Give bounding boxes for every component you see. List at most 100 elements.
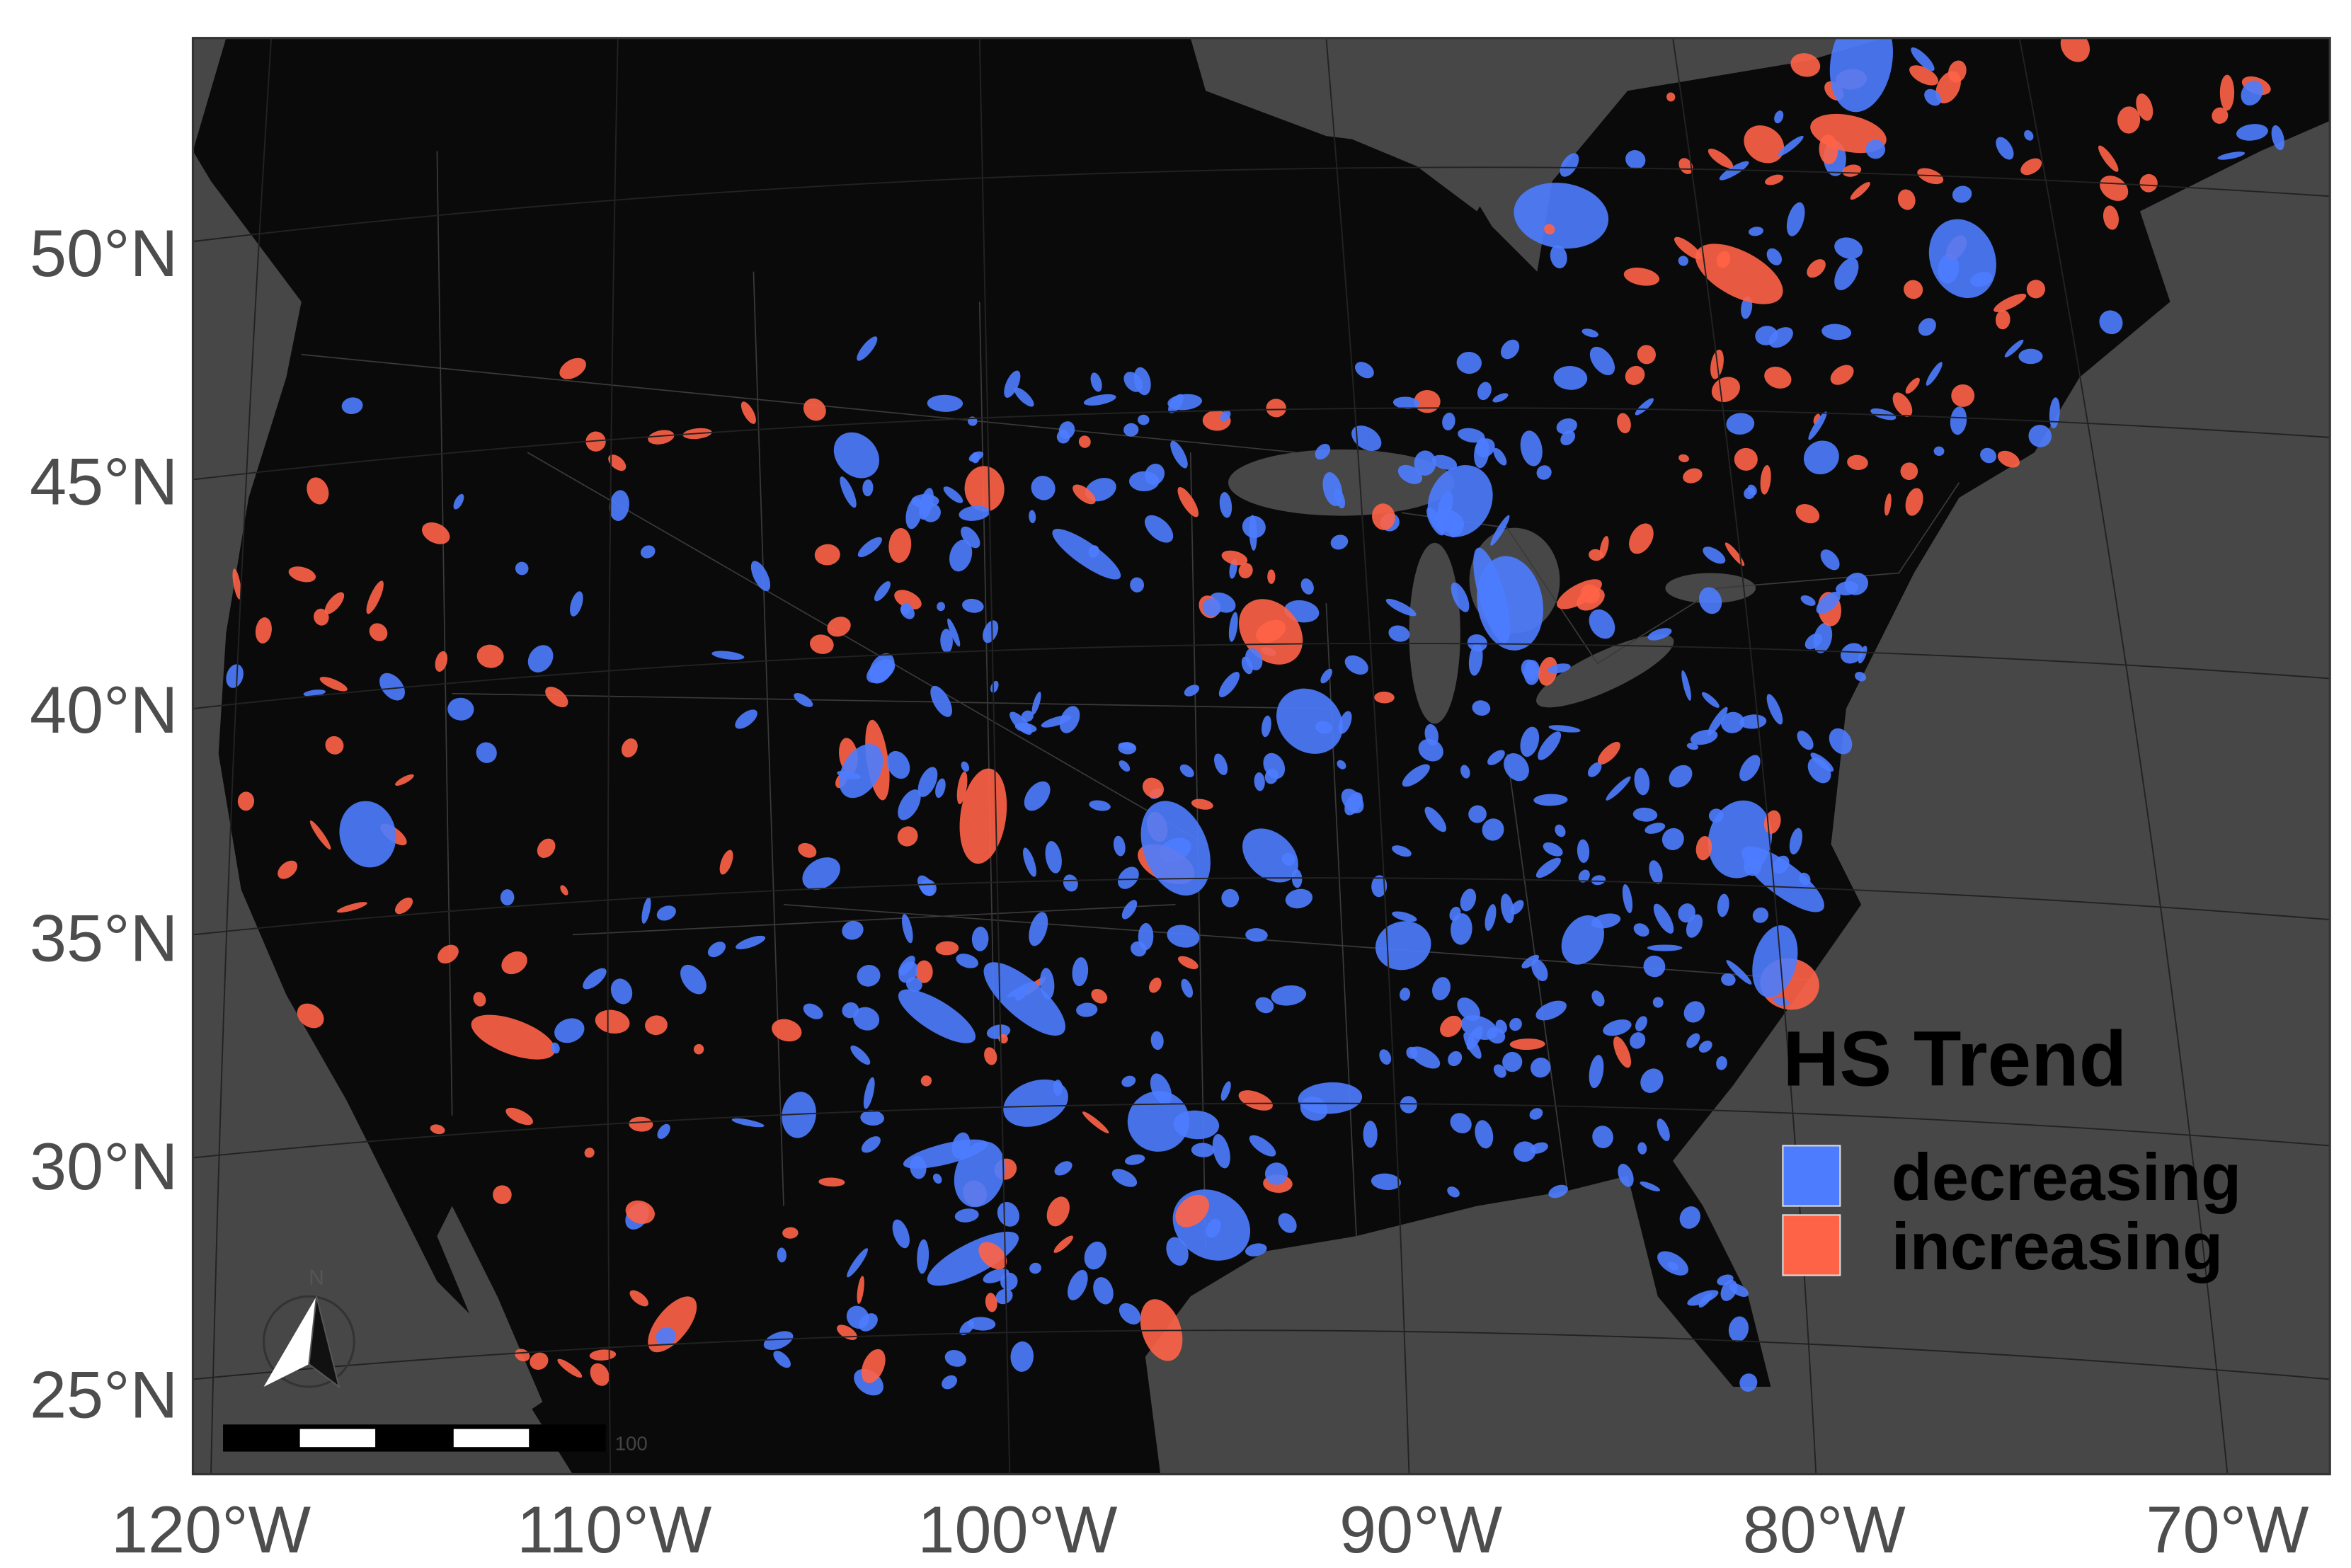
watershed-patch [1385,598,1417,617]
watershed-patch [1669,765,1693,788]
watershed-patch [1577,839,1590,863]
watershed-patch [1414,390,1441,413]
watershed-patch [1560,153,1579,177]
watershed-patch [1133,367,1151,396]
watershed-patch [473,992,486,1007]
watershed-patch [750,561,771,592]
watershed-patch [1695,836,1712,861]
watershed-patch [1816,591,1841,614]
watershed-patch [1674,236,1702,260]
watershed-patch [861,1349,886,1383]
watershed-patch [1900,462,1918,481]
watershed-patch [1606,776,1631,801]
watershed-patch [1140,801,1211,896]
watershed-patch [827,617,851,637]
watershed-patch [1716,1056,1727,1070]
graticule-lat [193,166,2330,1380]
watershed-patch [1083,394,1116,406]
watershed-patch [897,826,918,847]
watershed-patch [911,493,939,508]
watershed-patch [1747,484,1757,496]
watershed-patch [500,889,515,906]
watershed-patch [1457,997,1480,1022]
watershed-patch [903,1139,988,1169]
watershed-patch [341,397,363,414]
watershed-patch [1219,492,1232,518]
watershed-patch [1640,1181,1661,1191]
watershed-patch [1829,38,1894,113]
watershed-patch [557,1358,583,1378]
watershed-patch [1474,437,1489,469]
watershed-patch [1592,1126,1613,1148]
watershed-patch [1374,691,1395,704]
watershed-patch [1766,694,1783,725]
watershed-patch [1678,256,1688,266]
watershed-patch [1550,245,1567,269]
watershed-patch [777,1247,786,1263]
watershed-patch [1202,598,1221,617]
watershed-patch [453,493,464,510]
watershed-patch [1808,411,1827,440]
watershed-patch [1535,857,1562,879]
watershed-patch [901,914,913,944]
watershed-patch [1170,440,1188,469]
watershed-patch [1778,135,1804,156]
watershed-patch [1448,1051,1463,1067]
watershed-patch [1218,671,1240,697]
watershed-patch [803,1003,823,1019]
watershed-patch [1760,465,1771,495]
watershed-patch [1804,633,1823,650]
watershed-patch [1351,425,1382,452]
legend-label: decreasing [1892,1140,2242,1214]
watershed-patch [1830,365,1854,385]
watershed-patch [1950,406,1967,435]
watershed-patch [798,842,817,858]
watershed-patch [1166,1237,1189,1266]
watershed-patch [1661,828,1684,851]
watershed-patch [1084,1241,1106,1270]
watershed-patch [680,964,707,995]
watershed-patch [1625,150,1646,169]
watershed-patch [1635,398,1654,416]
lake-superior [1228,449,1455,516]
watershed-patch [2271,125,2284,151]
watershed-patch [1371,875,1388,898]
watershed-patch [917,1239,929,1274]
watershed-patch [1500,893,1514,924]
watershed-patch [1716,251,1731,268]
watershed-patch [1739,755,1761,782]
watershed-patch [437,944,459,964]
watershed-patch [803,398,826,421]
watershed-patch [1029,912,1048,946]
watershed-patch [1354,362,1374,379]
watershed-patch [1003,1079,1068,1127]
watershed-patch [711,651,745,660]
watershed-patch [1437,491,1453,522]
watershed-patch [559,357,586,379]
watershed-patch [1701,692,1720,708]
watershed-patch [810,634,834,654]
watershed-patch [1076,1002,1098,1017]
watershed-patch [1935,71,1961,104]
watershed-patch [1653,903,1674,934]
watershed-patch [1834,258,1859,290]
watershed-patch [1402,764,1430,787]
watershed-patch [1046,1196,1070,1227]
watershed-patch [1637,345,1656,365]
north-arrow-black [308,1296,341,1389]
watershed-patch [1467,634,1487,652]
watershed-patch [2018,348,2043,365]
watershed-patch [1450,1113,1472,1133]
watershed-patch [1414,450,1436,476]
watershed-patch [1774,110,1784,124]
watershed-patch [366,580,384,614]
watershed-patch [1535,1000,1567,1021]
watershed-patch [1315,721,1332,734]
watershed-patch [2241,80,2263,106]
watershed-patch [1679,1206,1701,1229]
watershed-patch [1765,174,1784,185]
watershed-patch [1560,430,1576,446]
watershed-patch [1091,988,1108,1004]
watershed-patch [1052,529,1121,580]
watershed-patch [1911,47,1935,71]
